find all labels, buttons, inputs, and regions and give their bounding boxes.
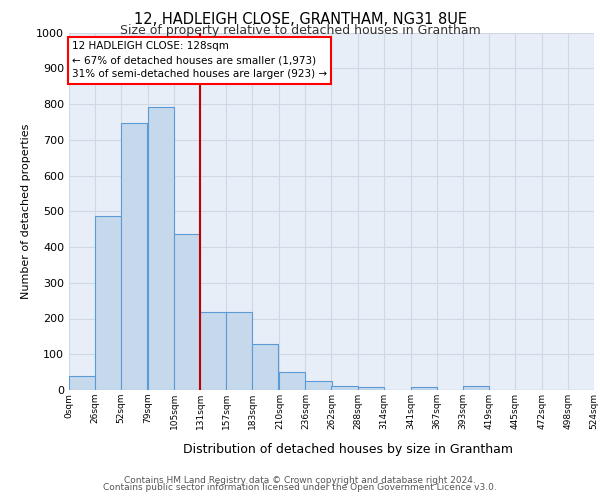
Bar [69,376,95,390]
Text: 12 HADLEIGH CLOSE: 128sqm
← 67% of detached houses are smaller (1,973)
31% of se: 12 HADLEIGH CLOSE: 128sqm ← 67% of detac… [72,42,327,80]
Bar [200,312,226,390]
Bar [226,312,253,390]
Bar [174,234,200,390]
Bar [95,216,121,390]
Bar [410,387,437,390]
Bar [331,386,358,390]
Text: Contains HM Land Registry data © Crown copyright and database right 2024.: Contains HM Land Registry data © Crown c… [124,476,476,485]
Text: Distribution of detached houses by size in Grantham: Distribution of detached houses by size … [183,443,513,456]
Bar [121,122,147,390]
Bar [148,106,174,390]
Text: Size of property relative to detached houses in Grantham: Size of property relative to detached ho… [119,24,481,37]
Bar [253,344,278,390]
Text: Contains public sector information licensed under the Open Government Licence v3: Contains public sector information licen… [103,484,497,492]
Text: 12, HADLEIGH CLOSE, GRANTHAM, NG31 8UE: 12, HADLEIGH CLOSE, GRANTHAM, NG31 8UE [133,12,467,28]
Bar [358,387,383,390]
Y-axis label: Number of detached properties: Number of detached properties [20,124,31,299]
Bar [280,372,305,390]
Bar [305,381,331,390]
Bar [463,386,489,390]
